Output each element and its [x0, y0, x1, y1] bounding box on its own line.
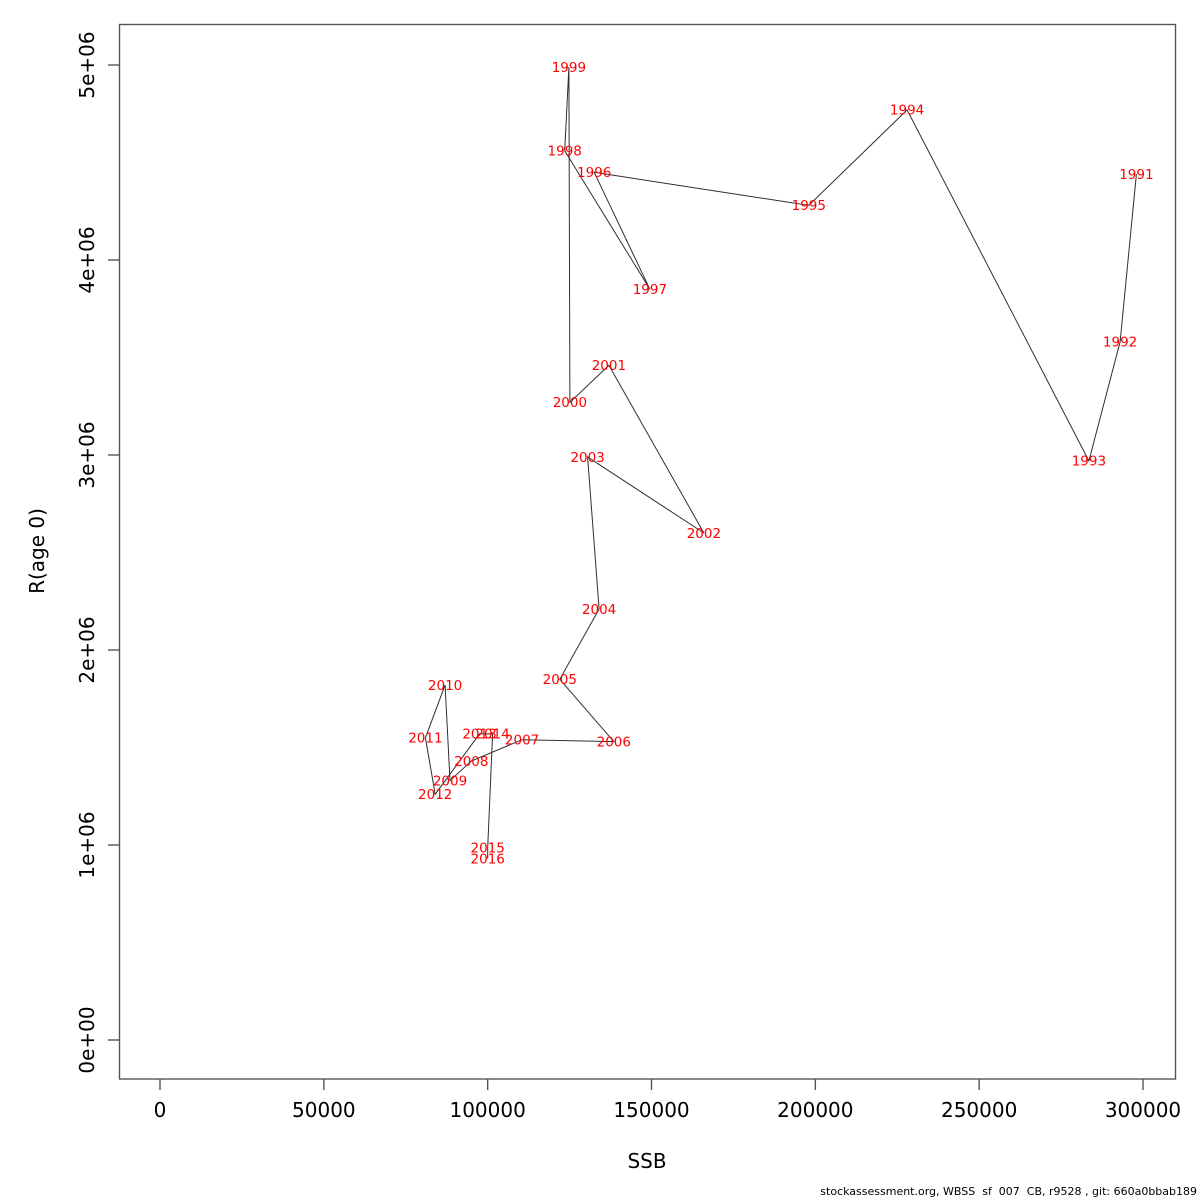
recruitment-trajectory-line	[424, 66, 1137, 859]
year-label: 2013	[462, 727, 496, 743]
year-label: 1991	[1119, 167, 1153, 183]
year-label: 2014	[475, 727, 509, 743]
y-tick-label: 5e+06	[75, 31, 99, 98]
x-axis-ticks	[159, 1079, 1144, 1090]
year-label: 2000	[553, 395, 587, 411]
y-axis-ticks	[108, 64, 120, 1041]
x-tick-label: 250000	[941, 1098, 1017, 1122]
year-label: 2015	[471, 841, 505, 857]
year-label: 1996	[577, 165, 611, 181]
year-label: 1993	[1072, 454, 1106, 470]
footer-attribution: stockassessment.org, WBSS sf 007 CB, r95…	[820, 1185, 1197, 1198]
year-point-labels: 1991 1992 1993 1994 1995 1996 1997 1998 1999 2000…	[408, 60, 1153, 868]
year-label: 1992	[1103, 335, 1137, 351]
year-label: 1997	[633, 282, 667, 298]
x-tick-label: 0	[154, 1098, 167, 1122]
year-label: 2001	[592, 358, 626, 374]
y-tick-label: 3e+06	[75, 421, 99, 488]
y-axis-title: R(age 0)	[25, 508, 49, 594]
year-label: 2008	[454, 754, 488, 770]
y-axis-tick-labels: 0e+00 1e+06 2e+06 3e+06 4e+06 5e+06	[75, 31, 99, 1073]
year-label: 1994	[890, 103, 924, 119]
x-tick-label: 100000	[449, 1098, 525, 1122]
year-label: 2003	[570, 450, 604, 466]
x-tick-label: 300000	[1105, 1098, 1181, 1122]
year-label: 2011	[408, 731, 442, 747]
y-tick-label: 0e+00	[75, 1006, 99, 1073]
year-label: 1995	[792, 198, 826, 214]
x-tick-label: 50000	[292, 1098, 356, 1122]
year-label: 1999	[552, 60, 586, 76]
x-axis-title: SSB	[627, 1149, 666, 1173]
year-label: 2010	[428, 678, 462, 694]
year-label: 2004	[582, 602, 616, 618]
year-label: 2009	[433, 773, 467, 789]
x-tick-label: 150000	[613, 1098, 689, 1122]
year-label: 2016	[471, 851, 505, 867]
year-label: 1998	[548, 144, 582, 160]
year-label: 2005	[543, 672, 577, 688]
y-tick-label: 2e+06	[75, 616, 99, 683]
plot-border	[118, 23, 1177, 1080]
y-tick-label: 4e+06	[75, 226, 99, 293]
x-axis-tick-labels: 0 50000 100000 150000 200000 250000 300000	[154, 1098, 1182, 1122]
year-label: 2012	[418, 787, 452, 803]
y-tick-label: 1e+06	[75, 811, 99, 878]
year-label: 2007	[505, 733, 539, 749]
year-label: 2006	[597, 734, 631, 750]
year-label: 2002	[687, 526, 721, 542]
x-tick-label: 200000	[777, 1098, 853, 1122]
